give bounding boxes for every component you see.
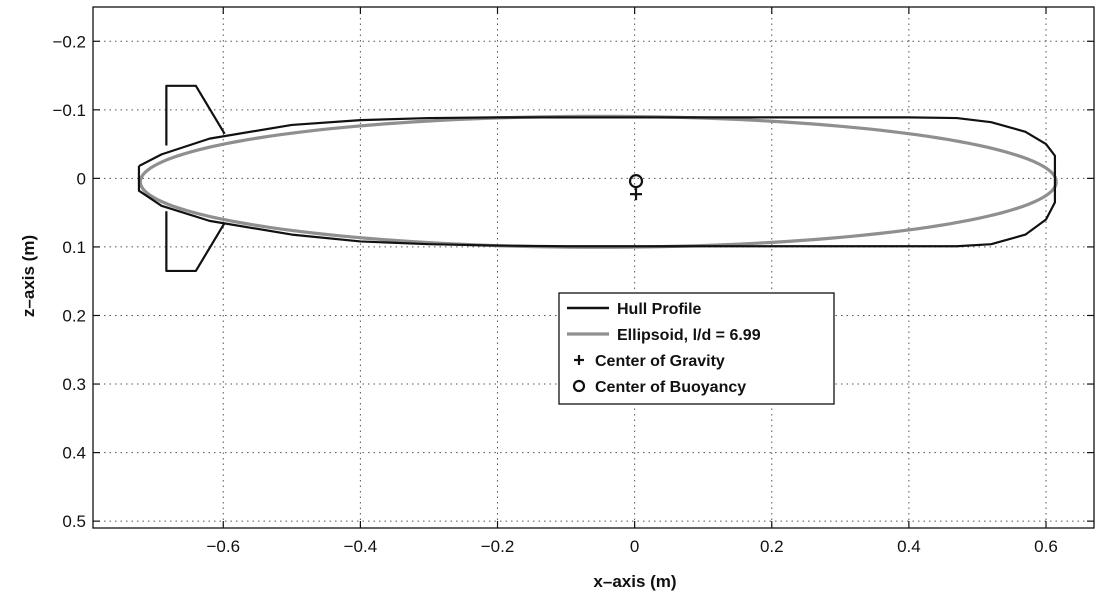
legend-entry-label: Hull Profile [617, 301, 702, 318]
x-tick-labels: −0.6 −0.4 −0.2 0 0.2 0.4 0.6 [206, 537, 1057, 556]
x-tick-label: 0.6 [1034, 537, 1058, 556]
fin-line [165, 211, 226, 273]
legend: Hull Profile Ellipsoid, l/d = 6.99 Center … [558, 292, 835, 405]
x-tick-label: −0.6 [206, 537, 240, 556]
y-tick-label: 0.2 [62, 306, 86, 325]
legend-box [558, 292, 835, 405]
y-tick-label: 0.4 [62, 444, 86, 463]
x-tick-label: 0.2 [760, 537, 784, 556]
x-axis-label: x–axis (m) [593, 572, 676, 591]
y-tick-label: 0.5 [62, 512, 86, 531]
legend-entry-label: Ellipsoid, l/d = 6.99 [617, 327, 761, 344]
legend-entry-label: Center of Buoyancy [595, 379, 746, 396]
plot-frame [92, 6, 1095, 529]
x-tick-label: −0.2 [481, 537, 515, 556]
grid-lines [93, 7, 1094, 528]
y-tick-label: 0.1 [62, 238, 86, 257]
y-axis-label: z–axis (m) [19, 235, 38, 317]
x-tick-label: 0 [630, 537, 639, 556]
y-tick-label: 0 [77, 169, 86, 188]
x-tick-label: −0.4 [344, 537, 378, 556]
y-tick-label: −0.2 [52, 32, 86, 51]
hull-profile-line [137, 116, 1057, 248]
tick-marks [93, 7, 1094, 528]
ellipsoid-line [138, 114, 1058, 249]
y-tick-labels: −0.2 −0.1 0 0.1 0.2 0.3 0.4 0.5 [52, 32, 86, 531]
y-tick-label: 0.3 [62, 375, 86, 394]
legend-circle-marker [572, 379, 586, 393]
y-tick-label: −0.1 [52, 101, 86, 120]
fin-line [165, 84, 226, 146]
x-tick-label: 0.4 [897, 537, 921, 556]
center-of-buoyancy-marker [628, 174, 644, 189]
legend-entry-label: Center of Gravity [595, 353, 725, 370]
series-layer [137, 84, 1058, 273]
